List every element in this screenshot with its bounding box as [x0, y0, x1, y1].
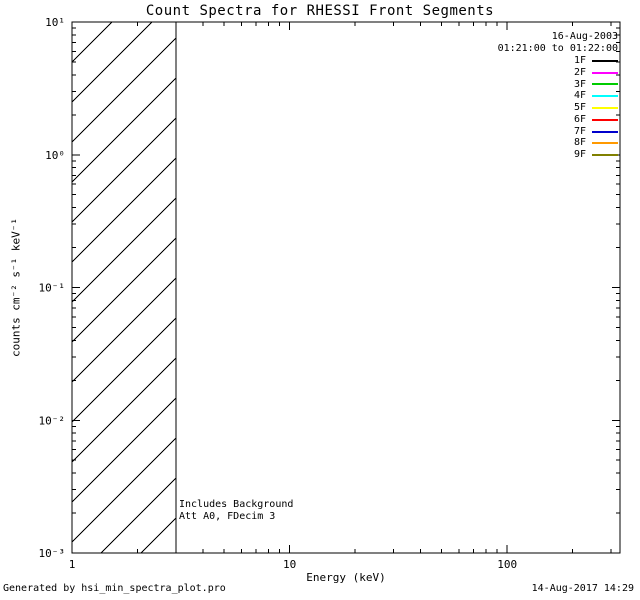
legend-color-swatch	[592, 118, 618, 121]
legend-entry-label: 8F	[573, 137, 586, 149]
legend-entry-label: 6F	[573, 113, 586, 125]
legend-entry: 5F	[498, 102, 618, 114]
y-tick-labels: 10¹ 10⁰ 10⁻¹ 10⁻² 10⁻³	[39, 16, 66, 560]
legend-entry-label: 2F	[573, 66, 586, 78]
legend: 16-Aug-2003 01:21:00 to 01:22:00 1F 2F 3…	[498, 31, 618, 161]
x-tick-labels: 1 10 100	[69, 558, 517, 571]
legend-entry: 7F	[498, 126, 618, 138]
x-tick-label: 10	[283, 558, 296, 571]
x-axis-label: Energy (keV)	[306, 571, 386, 584]
timestamp: 14-Aug-2017 14:29	[531, 583, 634, 594]
y-tick-label: 10¹	[45, 16, 65, 29]
x-tick-label: 100	[497, 558, 517, 571]
y-axis-label: counts cm⁻² s⁻¹ keV⁻¹	[9, 217, 23, 358]
legend-entry-label: 7F	[573, 125, 586, 137]
legend-color-swatch	[592, 142, 618, 145]
y-tick-label: 10⁻³	[39, 547, 66, 560]
legend-color-swatch	[592, 107, 618, 110]
legend-entry: 3F	[498, 79, 618, 91]
legend-date: 16-Aug-2003	[551, 31, 618, 42]
legend-color-swatch	[592, 95, 618, 98]
y-tick-label: 10⁻²	[39, 414, 66, 427]
legend-entry-label: 5F	[573, 102, 586, 114]
legend-entry-label: 1F	[573, 54, 586, 66]
legend-color-swatch	[592, 71, 618, 74]
annotation-attenuator-state: Att A0, FDecim 3	[179, 511, 276, 522]
y-tick-label: 10⁰	[45, 149, 65, 162]
x-tick-label: 1	[69, 558, 76, 571]
legend-entry-label: 3F	[573, 78, 586, 90]
y-tick-label: 10⁻¹	[39, 282, 66, 295]
legend-color-swatch	[592, 83, 618, 86]
annotation-includes-background: Includes Background	[179, 499, 294, 510]
legend-entry-label: 4F	[573, 90, 586, 102]
legend-color-swatch	[592, 59, 618, 62]
credit-text: Generated by hsi_min_spectra_plot.pro	[3, 583, 226, 594]
legend-entry: 6F	[498, 114, 618, 126]
plot-annotations: Includes Background Att A0, FDecim 3	[179, 499, 293, 523]
legend-entry-label: 9F	[573, 149, 586, 161]
legend-entry: 1F	[498, 55, 618, 67]
legend-entry: 8F	[498, 137, 618, 150]
chart-title: Count Spectra for RHESSI Front Segments	[145, 3, 495, 19]
legend-entry: 2F	[498, 67, 618, 79]
legend-entry: 9F	[498, 149, 618, 161]
legend-entry: 4F	[498, 90, 618, 102]
legend-color-swatch	[592, 154, 618, 157]
hatch-region	[71, 21, 177, 554]
legend-color-swatch	[592, 130, 618, 133]
legend-time-range: 01:21:00 to 01:22:00	[497, 43, 618, 54]
